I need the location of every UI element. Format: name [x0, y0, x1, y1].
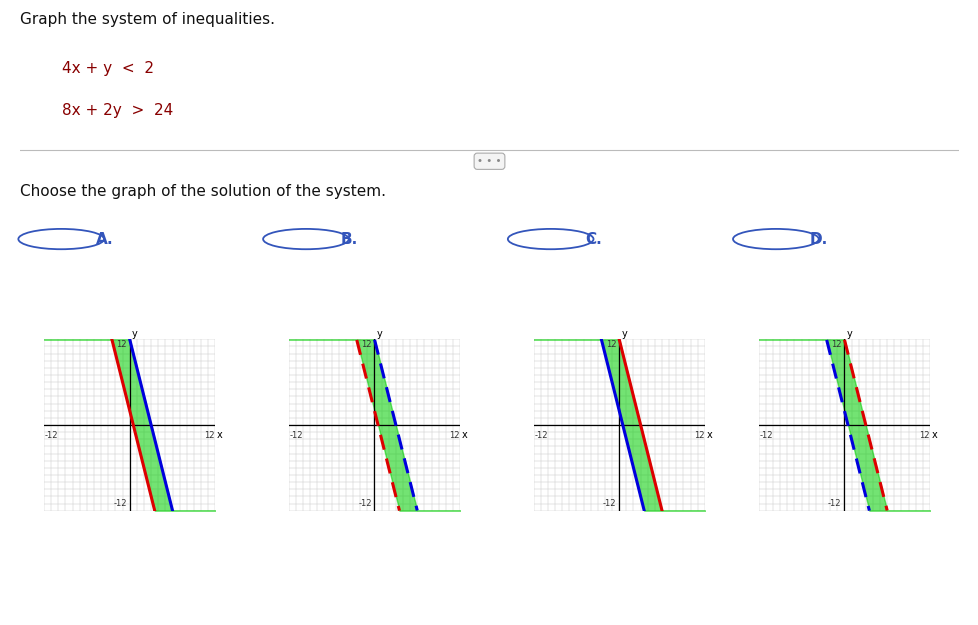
Text: Graph the system of inequalities.: Graph the system of inequalities. [20, 12, 274, 27]
Text: -12: -12 [602, 499, 616, 508]
Text: B.: B. [339, 231, 357, 246]
Text: 8x + 2y  >  24: 8x + 2y > 24 [62, 103, 173, 118]
Text: -12: -12 [827, 499, 841, 508]
Text: A.: A. [95, 231, 113, 246]
Text: y: y [132, 329, 138, 339]
Text: 12: 12 [605, 340, 616, 349]
Text: 12: 12 [449, 431, 459, 440]
Text: C.: C. [584, 231, 601, 246]
Text: y: y [621, 329, 627, 339]
Text: -12: -12 [45, 431, 59, 440]
Text: 12: 12 [693, 431, 703, 440]
Text: • • •: • • • [476, 156, 502, 166]
Text: Choose the graph of the solution of the system.: Choose the graph of the solution of the … [20, 184, 385, 199]
Text: 12: 12 [361, 340, 372, 349]
Text: x: x [461, 430, 467, 440]
Text: 4x + y  <  2: 4x + y < 2 [62, 61, 154, 76]
Text: x: x [216, 430, 222, 440]
Text: 12: 12 [116, 340, 127, 349]
Text: y: y [377, 329, 382, 339]
Text: 12: 12 [830, 340, 841, 349]
Text: D.: D. [810, 231, 827, 246]
Text: -12: -12 [113, 499, 127, 508]
Text: x: x [705, 430, 711, 440]
Text: -12: -12 [358, 499, 372, 508]
Text: 12: 12 [918, 431, 928, 440]
Text: -12: -12 [534, 431, 548, 440]
Text: x: x [930, 430, 936, 440]
Text: 12: 12 [204, 431, 214, 440]
Text: -12: -12 [759, 431, 773, 440]
Text: y: y [846, 329, 852, 339]
Text: -12: -12 [289, 431, 303, 440]
